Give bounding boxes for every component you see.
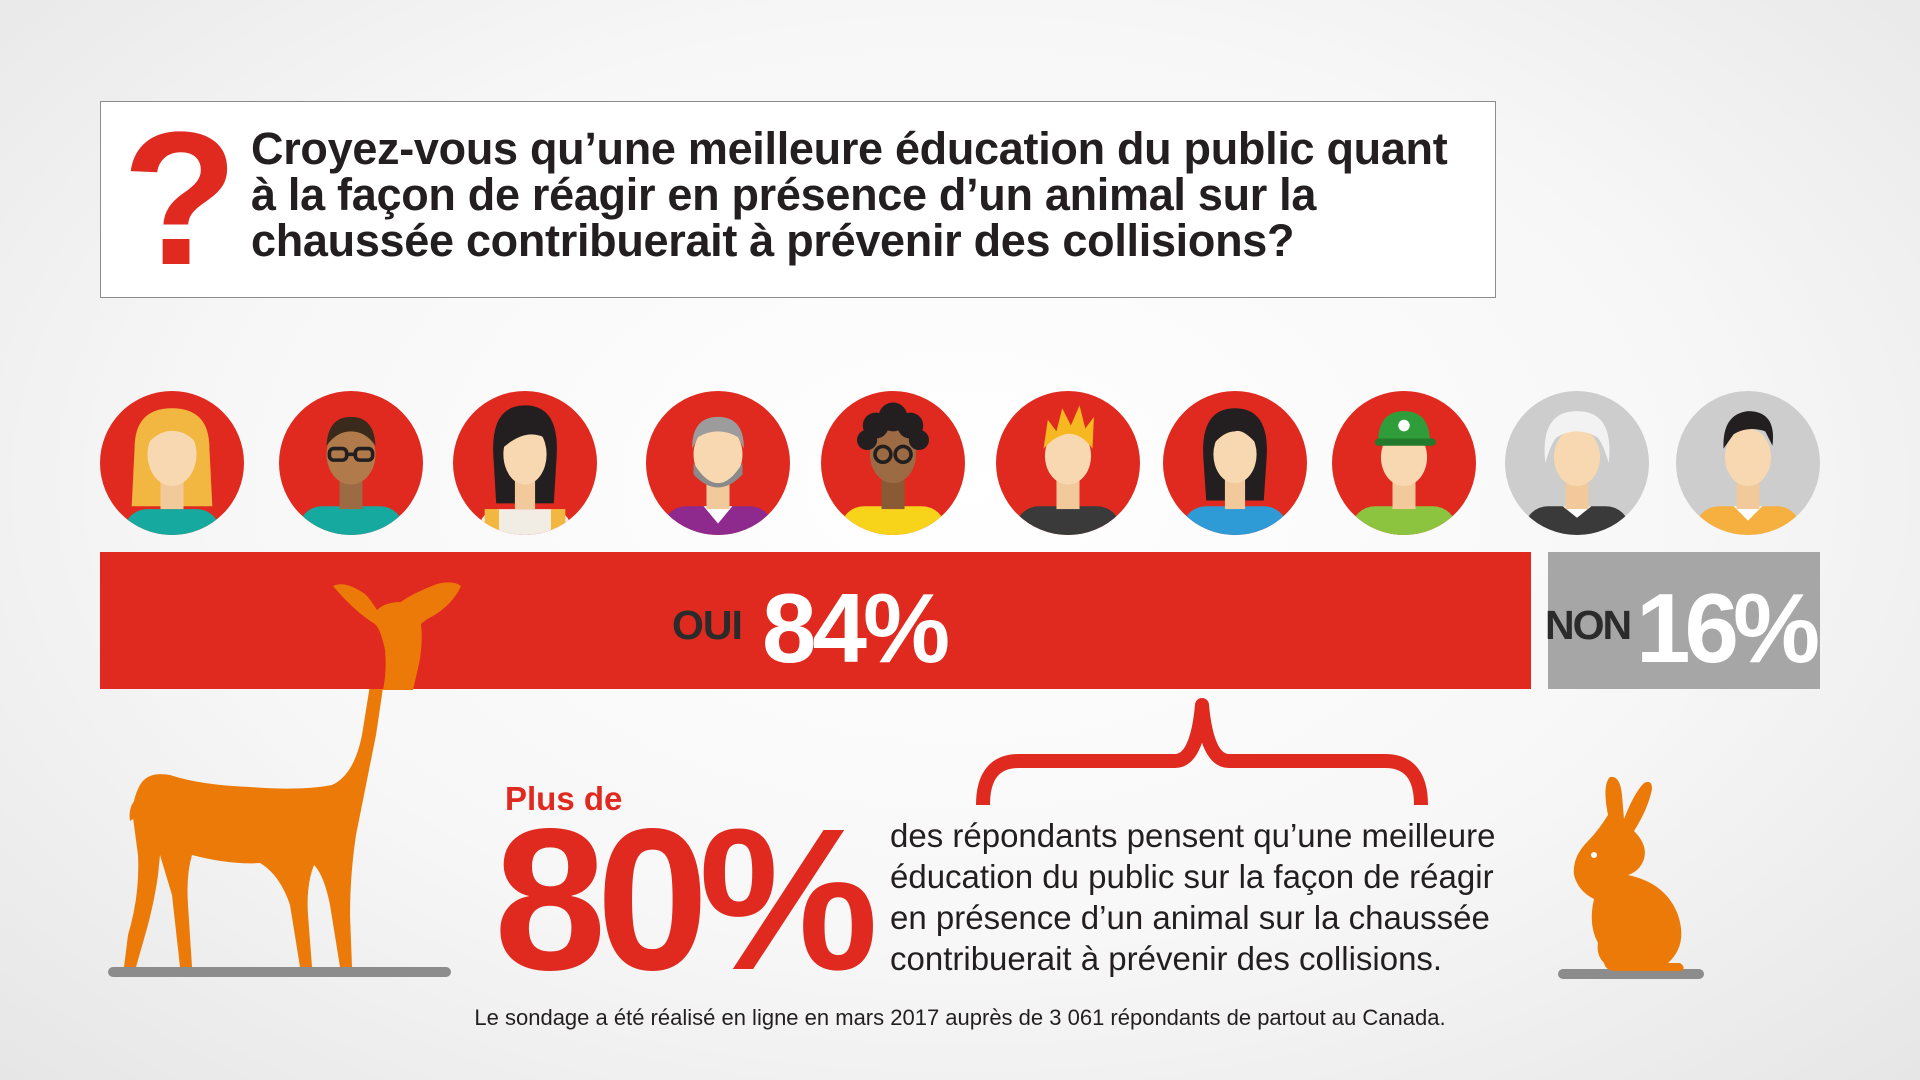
question-text: Croyez-vous qu’une meilleure éducation d… bbox=[251, 123, 1448, 266]
avatar-respondent-8 bbox=[1332, 391, 1476, 535]
question-mark-icon: ? bbox=[122, 93, 239, 305]
bar-no bbox=[1548, 552, 1820, 689]
rabbit-icon bbox=[1558, 776, 1704, 979]
bar-yes-value: 84% bbox=[762, 573, 950, 683]
callout-prefix: Plus de bbox=[505, 780, 623, 817]
bar-yes bbox=[100, 552, 1531, 689]
avatar-respondent-5 bbox=[821, 391, 965, 535]
callout-value: 80% bbox=[494, 786, 878, 1012]
avatar-respondent-6 bbox=[996, 391, 1140, 535]
avatar-respondent-9 bbox=[1505, 391, 1649, 535]
question-box bbox=[100, 101, 1496, 298]
avatar-respondent-7 bbox=[1163, 391, 1307, 535]
avatar-respondent-10 bbox=[1676, 391, 1820, 535]
avatar-respondent-1 bbox=[100, 391, 244, 535]
avatar-respondent-4 bbox=[646, 391, 790, 535]
bar-yes-label: OUI bbox=[672, 602, 743, 648]
bar-no-value: 16% bbox=[1636, 573, 1820, 683]
deer-head-icon bbox=[333, 582, 461, 690]
curly-brace-icon bbox=[976, 698, 1428, 806]
avatar-respondent-3 bbox=[453, 391, 597, 535]
bar-no-label: NON bbox=[1545, 602, 1632, 648]
callout-text: des répondants pensent qu’une meilleure … bbox=[890, 817, 1496, 977]
avatar-respondent-2 bbox=[279, 391, 423, 535]
footnote: Le sondage a été réalisé en ligne en mar… bbox=[474, 1005, 1446, 1030]
